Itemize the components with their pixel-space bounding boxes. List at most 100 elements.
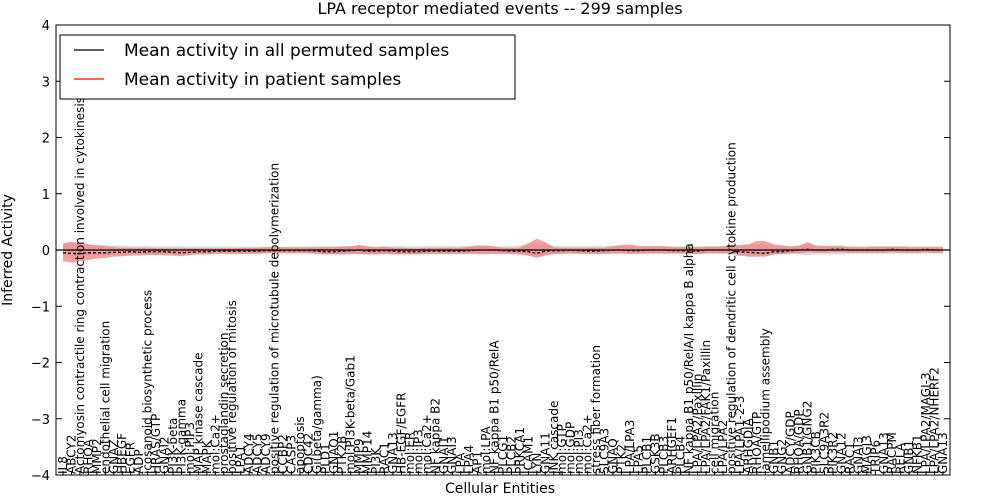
x-category-label: ICAM1: [521, 436, 535, 474]
x-category-label: LYN: [530, 453, 544, 474]
x-category-label: mol:IP3: [411, 429, 425, 474]
x-category-label: PIK3CB: [809, 431, 823, 474]
y-axis-ticks: −4 −3 −2 −1 0 1 2 3 4: [31, 19, 950, 484]
x-category-label: RHOA/GDP: [792, 409, 806, 474]
x-category-label: LPA/LPA3: [623, 420, 637, 474]
x-category-label: RHOA: [81, 438, 95, 474]
x-category-label: CDC42: [301, 433, 315, 474]
x-category-label: JNK cascade: [547, 401, 561, 475]
x-category-label: PLCG1: [496, 435, 510, 474]
x-category-label: prostaglandin secretion: [217, 333, 231, 475]
x-category-label: NF kappa B1 p50/RelA/I kappa B alpha: [682, 243, 696, 474]
x-category-label: LPA/LPA2: [716, 420, 730, 474]
x-category-label: mol:Ca2+: [581, 414, 595, 474]
x-category-label: HB-EGF/EGFR: [395, 392, 409, 474]
x-category-label: GNA12: [835, 432, 849, 474]
x-category-label: NF kappa B2: [428, 398, 442, 474]
y-tick-label: −4: [31, 469, 50, 484]
x-category-label: ADCY/GDP: [784, 411, 798, 474]
x-category-label: GNG2: [775, 439, 789, 474]
x-category-label: apoptosis: [293, 416, 307, 474]
x-category-label: ADP: [132, 449, 146, 474]
x-category-label: ADCY5: [251, 433, 265, 474]
x-category-label: PLCB4: [674, 436, 688, 474]
x-category-label: GNA13: [386, 432, 400, 474]
x-category-label: mol:PIP3: [183, 422, 197, 474]
x-category-label: GNB1/GNG2: [801, 401, 815, 474]
x-category-label: LPA/LPA2/Paxillin: [691, 373, 705, 474]
x-category-label: mol:Ca2+: [420, 414, 434, 474]
x-category-label: TRIP6: [868, 440, 882, 475]
x-category-label: mol:GTP: [555, 424, 569, 474]
x-category-label: PTK2B: [335, 436, 349, 474]
x-category-label: positive regulation of dendritic cell cy…: [725, 142, 739, 474]
x-category-label: mol:GDP: [564, 422, 578, 474]
x-category-label: SLC9A3R2: [818, 412, 832, 474]
y-tick-label: −3: [31, 413, 50, 428]
x-category-label: LPA5: [631, 445, 645, 474]
x-category-label: IL8: [56, 456, 70, 474]
x-category-label: stress fiber formation: [589, 345, 603, 474]
x-category-label: PLCB2: [505, 436, 519, 474]
x-category-label: GSK3B: [648, 433, 662, 474]
x-category-label: MMP14: [361, 431, 375, 474]
x-category-label: LPA: [454, 452, 468, 474]
x-category-label: PLD1: [318, 443, 332, 474]
x-category-label: AP1: [471, 451, 485, 474]
x-category-label: MAP kinase cascade: [191, 353, 205, 474]
x-category-label: MAPK: [200, 439, 214, 474]
x-category-label: PTK2: [615, 444, 629, 474]
y-tick-label: −2: [31, 357, 50, 372]
legend-box: [59, 34, 516, 100]
x-category-label: PI3K: [369, 447, 383, 474]
x-category-label: GNAQ: [606, 438, 620, 474]
series-line-patient: [62, 248, 943, 255]
x-category-label: Actomyosin contractile ring contraction …: [73, 97, 87, 474]
x-axis-label: Cellular Entities: [445, 481, 555, 497]
x-category-label: mol:PI3: [572, 429, 586, 474]
y-tick-label: 1: [42, 188, 50, 203]
chart-title: LPA receptor mediated events -- 299 samp…: [317, 0, 682, 18]
x-category-label: GNAI3: [445, 436, 459, 474]
x-category-label: GNA13: [877, 432, 891, 474]
y-tick-label: 4: [42, 19, 50, 34]
x-category-label: PLCB3: [657, 436, 671, 474]
x-category-label: cell migration: [708, 392, 722, 474]
x-category-label: ABCY2: [65, 435, 79, 474]
legend: Mean activity in all permuted samples Me…: [59, 34, 516, 100]
x-category-label: ADCY9: [259, 433, 273, 474]
legend-label-patient: Mean activity in patient samples: [124, 70, 401, 90]
x-category-label: GNA11: [538, 432, 552, 474]
y-axis-label: Inferred Activity: [0, 194, 16, 306]
x-category-label: RAC1: [378, 442, 392, 474]
x-category-label: ADCY4: [242, 433, 256, 474]
x-category-label: ARHGEF1: [665, 417, 679, 474]
x-category-label: GNAZ: [107, 439, 121, 474]
x-category-label: lamellipodium assembly: [758, 328, 772, 474]
y-tick-label: 0: [42, 244, 50, 259]
x-category-label: LPA/LPA2/FAK1/Paxillin: [699, 340, 713, 474]
x-category-label: HRAS/GTP: [149, 414, 163, 474]
x-category-label: icosanoid biosynthetic process: [141, 290, 155, 474]
x-category-label: LPA4: [462, 445, 476, 474]
x-category-label: PI3K-beta: [166, 418, 180, 474]
x-axis-ticks: [62, 471, 944, 475]
x-category-label: GNB1: [767, 440, 781, 474]
x-category-label: positive regulation of microtubule depol…: [268, 163, 282, 474]
y-tick-label: −1: [31, 300, 50, 315]
plot-area: [56, 238, 950, 263]
x-category-label: positive regulation of mitosis: [225, 300, 239, 474]
x-category-label: PRKCA1: [513, 427, 527, 474]
x-category-label: GNAO1: [327, 431, 341, 474]
x-category-label: GNAI3: [851, 436, 865, 474]
x-category-label: MMP9: [352, 438, 366, 474]
x-category-label: PLCB1: [640, 436, 654, 474]
x-category-label: NFKB1: [911, 434, 925, 474]
x-category-label: RHOA/GTP: [750, 412, 764, 474]
x-category-label: SLC9A3: [598, 428, 612, 474]
x-category-label: mol:PI3K-beta/Gab1: [344, 355, 358, 474]
x-category-label: EGFR: [124, 442, 138, 474]
x-category-label: LPA1: [234, 445, 248, 474]
